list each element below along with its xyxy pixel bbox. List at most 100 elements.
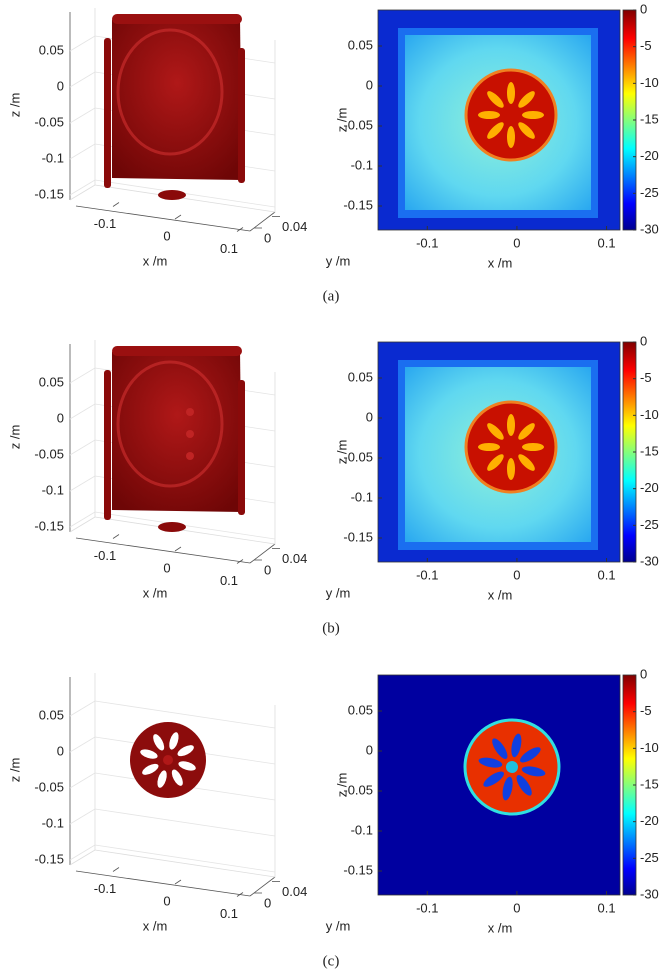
map-hub <box>506 761 518 773</box>
colorbar-tick-label: -25 <box>640 850 659 865</box>
map-spoke <box>507 82 515 104</box>
x-tick-label: 0 <box>513 900 520 915</box>
box-line <box>95 185 275 212</box>
colorbar-tick-label: -25 <box>640 517 659 532</box>
z-axis-label: z /m <box>334 773 349 798</box>
z-axis-label: z /m <box>7 758 22 783</box>
z-tick-label: -0.15 <box>343 529 373 544</box>
z-tick-label: -0.1 <box>42 150 64 165</box>
z-tick-label: -0.15 <box>34 518 64 533</box>
colorbar-tick-label: -20 <box>640 480 659 495</box>
z-tick-label: 0.05 <box>348 702 373 717</box>
x-axis-label: x /m <box>143 253 168 268</box>
row: 0.050-0.05-0.1-0.15-0.100.100.04z /mx /m… <box>7 333 658 636</box>
colorbar-tick-label: -25 <box>640 185 659 200</box>
surface-hub <box>163 755 173 765</box>
surface-bump <box>186 452 194 460</box>
surface-blob <box>158 522 186 532</box>
colorbar-tick-label: 0 <box>640 666 647 681</box>
z-tick-label: -0.05 <box>34 446 64 461</box>
y-tick-label: 0.04 <box>282 551 307 566</box>
surface-rod <box>104 370 111 520</box>
y-tick-label: 0 <box>264 895 271 910</box>
grid-line <box>70 368 95 383</box>
x-tick-label: 0 <box>163 560 170 575</box>
x-tick-label: 0 <box>163 893 170 908</box>
tick-mark <box>175 880 181 884</box>
x-axis-label: x /m <box>143 918 168 933</box>
axis-line <box>250 877 275 896</box>
x-tick-label: 0 <box>163 228 170 243</box>
grid-line <box>70 476 95 491</box>
colorbar-tick-label: -5 <box>640 38 652 53</box>
z-tick-label: 0.05 <box>39 707 64 722</box>
x-axis-label: x /m <box>143 585 168 600</box>
y-tick-label: 0 <box>264 230 271 245</box>
x-tick-label: 0.1 <box>598 235 616 250</box>
z-tick-label: 0.05 <box>348 369 373 384</box>
y-tick-label: 0.04 <box>282 219 307 234</box>
grid-line <box>70 701 95 716</box>
colorbar-tick-label: -10 <box>640 740 659 755</box>
colorbar-tick-label: 0 <box>640 1 647 16</box>
surface-rod <box>238 48 245 183</box>
z-tick-label: -0.15 <box>34 186 64 201</box>
surface-bump <box>186 408 194 416</box>
row: 0.050-0.05-0.1-0.15-0.100.100.04z /mx /m… <box>7 666 658 969</box>
x-tick-label: -0.1 <box>416 567 438 582</box>
z-tick-label: 0.05 <box>348 37 373 52</box>
caption: (b) <box>322 620 340 636</box>
z-tick-label: 0.05 <box>39 374 64 389</box>
x-axis-label: x /m <box>488 587 513 602</box>
z-tick-label: -0.05 <box>34 114 64 129</box>
z-tick-label: 0 <box>57 743 64 758</box>
z-tick-label: 0 <box>366 409 373 424</box>
x-tick-label: -0.1 <box>94 881 116 896</box>
surface-top <box>112 14 242 24</box>
map-spoke <box>478 443 500 451</box>
surface-rod <box>238 380 245 515</box>
grid-line <box>70 108 95 123</box>
surface-bump <box>186 430 194 438</box>
map-spoke <box>478 111 500 119</box>
x-axis-label: x /m <box>488 920 513 935</box>
map-spoke <box>522 443 544 451</box>
grid-line <box>70 36 95 51</box>
grid-line <box>70 773 95 788</box>
box-line <box>95 517 275 544</box>
colorbar-tick-label: -15 <box>640 776 659 791</box>
grid-line <box>70 72 95 87</box>
z-tick-label: 0 <box>57 78 64 93</box>
grid-line <box>70 404 95 419</box>
z-axis-label: z /m <box>7 425 22 450</box>
colorbar-tick-label: -20 <box>640 148 659 163</box>
colorbar-tick-label: -10 <box>640 75 659 90</box>
grid-line <box>95 845 275 872</box>
y-tick-label: 0.04 <box>282 884 307 899</box>
z-axis-label: z /m <box>7 93 22 118</box>
z-tick-label: -0.15 <box>343 862 373 877</box>
x-tick-label: -0.1 <box>94 216 116 231</box>
colorbar-tick-label: 0 <box>640 333 647 348</box>
z-tick-label: -0.1 <box>42 815 64 830</box>
tick-mark <box>113 203 119 207</box>
caption: (a) <box>323 288 340 304</box>
colorbar-tick-label: -20 <box>640 813 659 828</box>
z-tick-label: -0.15 <box>343 197 373 212</box>
colorbar-tick-label: -15 <box>640 111 659 126</box>
colorbar-tick-label: -15 <box>640 443 659 458</box>
map-spoke <box>507 126 515 148</box>
tick-mark <box>175 547 181 551</box>
map-spoke <box>507 458 515 480</box>
x-tick-label: 0.1 <box>220 906 238 921</box>
z-tick-label: 0 <box>366 77 373 92</box>
z-axis-label: z /m <box>334 108 349 133</box>
colorbar-tick-label: -5 <box>640 370 652 385</box>
x-tick-label: 0.1 <box>598 567 616 582</box>
grid-line <box>70 737 95 752</box>
x-tick-label: -0.1 <box>416 235 438 250</box>
grid-line <box>95 809 275 836</box>
colorbar-tick-label: -30 <box>640 886 659 901</box>
z-tick-label: -0.1 <box>351 157 373 172</box>
y-axis-label: y /m <box>326 585 351 600</box>
